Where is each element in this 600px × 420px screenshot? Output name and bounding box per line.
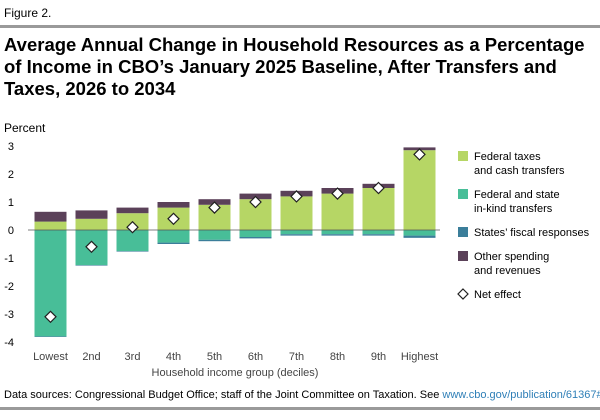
footer-text: Data sources: Congressional Budget Offic… [4, 389, 443, 401]
legend-label: Other spending [474, 251, 549, 263]
bar-segment [157, 202, 190, 208]
legend-label: in-kind transfers [474, 203, 553, 215]
net-effect-marker [372, 181, 385, 195]
x-tick-label: Highest [401, 351, 438, 363]
bar-segment [403, 150, 436, 230]
bar-segment [198, 230, 231, 240]
legend-swatch [458, 251, 468, 261]
bar-segment [280, 234, 313, 236]
bar-segment [280, 230, 313, 235]
legend-swatch [458, 189, 468, 199]
net-effect-marker [413, 148, 426, 161]
data-sources-note: Data sources: Congressional Budget Offic… [4, 389, 600, 401]
x-tick-label: 2nd [82, 351, 100, 363]
legend-label: and cash transfers [474, 165, 565, 177]
y-tick-label: 2 [8, 169, 14, 181]
net-effect-marker [290, 190, 303, 203]
bar-segment [362, 230, 395, 235]
y-tick-label: -1 [4, 253, 14, 265]
bottom-rule [0, 407, 600, 410]
bar-segment [198, 239, 231, 242]
legend-label: Federal and state [474, 189, 560, 201]
bar-segment [362, 188, 395, 230]
x-tick-label: 5th [207, 351, 222, 363]
y-tick-label: 1 [8, 197, 14, 209]
y-axis-label: Percent [4, 121, 46, 135]
bar-segment [75, 265, 108, 266]
figure-label: Figure 2. [4, 6, 52, 20]
net-effect-marker [44, 310, 57, 324]
net-effect-marker [126, 220, 139, 234]
x-axis-label: Household income group (deciles) [152, 367, 319, 379]
net-effect-marker [331, 187, 344, 200]
y-tick-label: -2 [4, 281, 14, 293]
bar-segment [403, 230, 436, 236]
bar-segment [321, 234, 354, 236]
chart-area: Percent 3 2 1 0 -1 -2 -3 -4 Lowest 2nd 3rd 4th 5th 6th… [0, 118, 600, 380]
x-tick-label: 4th [166, 351, 181, 363]
footer-link[interactable]: www.cbo.gov/publication/61367#data [442, 389, 600, 401]
x-tick-label: Lowest [33, 351, 68, 363]
bar-segment [239, 230, 272, 237]
bar-segment [116, 230, 149, 251]
x-tick-label: 6th [248, 351, 263, 363]
y-tick-label: 0 [8, 225, 14, 237]
bar-segment [116, 251, 149, 252]
bar-segment [75, 218, 108, 230]
net-effect-marker [208, 201, 221, 214]
legend-label: States’ fiscal responses [474, 227, 590, 239]
legend-label: and revenues [474, 265, 541, 277]
x-tick-label: 9th [371, 351, 386, 363]
bar-segment [34, 336, 67, 337]
net-effect-marker [249, 195, 262, 209]
bar-segment [157, 230, 190, 243]
chart-svg: Percent 3 2 1 0 -1 -2 -3 -4 Lowest 2nd 3rd 4th 5th 6th… [4, 121, 590, 379]
chart-title: Average Annual Change in Household Resou… [4, 34, 585, 99]
bar-segment [116, 207, 149, 214]
bar-segment [239, 237, 272, 239]
bar-segment [362, 234, 395, 236]
legend-swatch [458, 227, 468, 237]
x-tick-label: 8th [330, 351, 345, 363]
bar-segment [321, 230, 354, 235]
net-effect-marker [167, 212, 180, 226]
y-tick-label: -4 [4, 337, 14, 349]
bar-segment [157, 242, 190, 244]
top-rule [0, 25, 600, 28]
bar-segment [75, 210, 108, 219]
legend-label: Net effect [474, 289, 521, 301]
y-tick-label: 3 [8, 141, 14, 153]
legend-swatch [458, 151, 468, 161]
x-tick-label: 7th [289, 351, 304, 363]
net-effect-marker [85, 240, 98, 254]
legend-label: Federal taxes [474, 151, 541, 163]
y-tick-label: -3 [4, 309, 14, 321]
bar-segment [34, 221, 67, 230]
bar-segment [403, 235, 436, 238]
legend-net-effect-marker [457, 288, 469, 300]
x-tick-label: 3rd [125, 351, 141, 363]
bar-segment [34, 211, 67, 222]
